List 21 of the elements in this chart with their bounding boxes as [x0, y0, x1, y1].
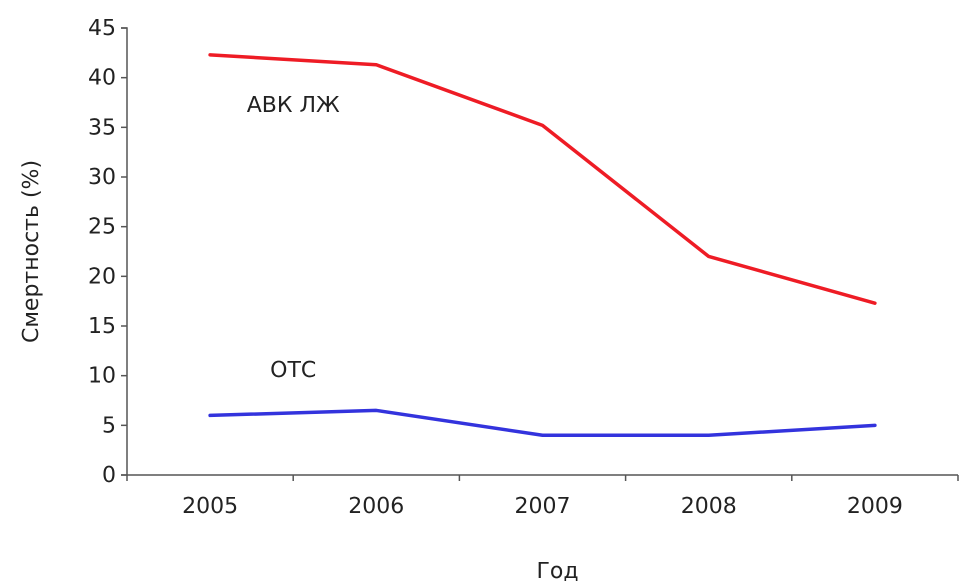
y-tick-label: 5 — [102, 413, 116, 438]
line-series — [208, 53, 877, 305]
x-tick-label: 2008 — [680, 494, 737, 520]
x-tick-label: 2006 — [348, 494, 404, 520]
line-series — [208, 408, 877, 438]
y-tick-label: 40 — [88, 66, 116, 91]
y-tick-label: 0 — [102, 463, 116, 488]
y-tick-label: 45 — [88, 16, 116, 42]
x-axis-title: Год — [536, 559, 579, 584]
series-label: АВК ЛЖ — [246, 92, 340, 118]
y-tick-label: 15 — [88, 314, 116, 340]
y-tick-label: 20 — [88, 264, 116, 290]
y-tick-label: 35 — [88, 115, 116, 140]
y-axis-title: Смертность (%) — [19, 160, 44, 344]
y-tick-label: 10 — [88, 364, 116, 389]
x-tick-label: 2009 — [846, 494, 903, 520]
x-tick-label: 2005 — [182, 494, 238, 520]
y-tick-label: 25 — [88, 214, 116, 240]
series-label: ОТС — [270, 358, 316, 383]
y-tick-label: 30 — [88, 165, 116, 190]
x-tick-label: 2007 — [514, 494, 570, 520]
